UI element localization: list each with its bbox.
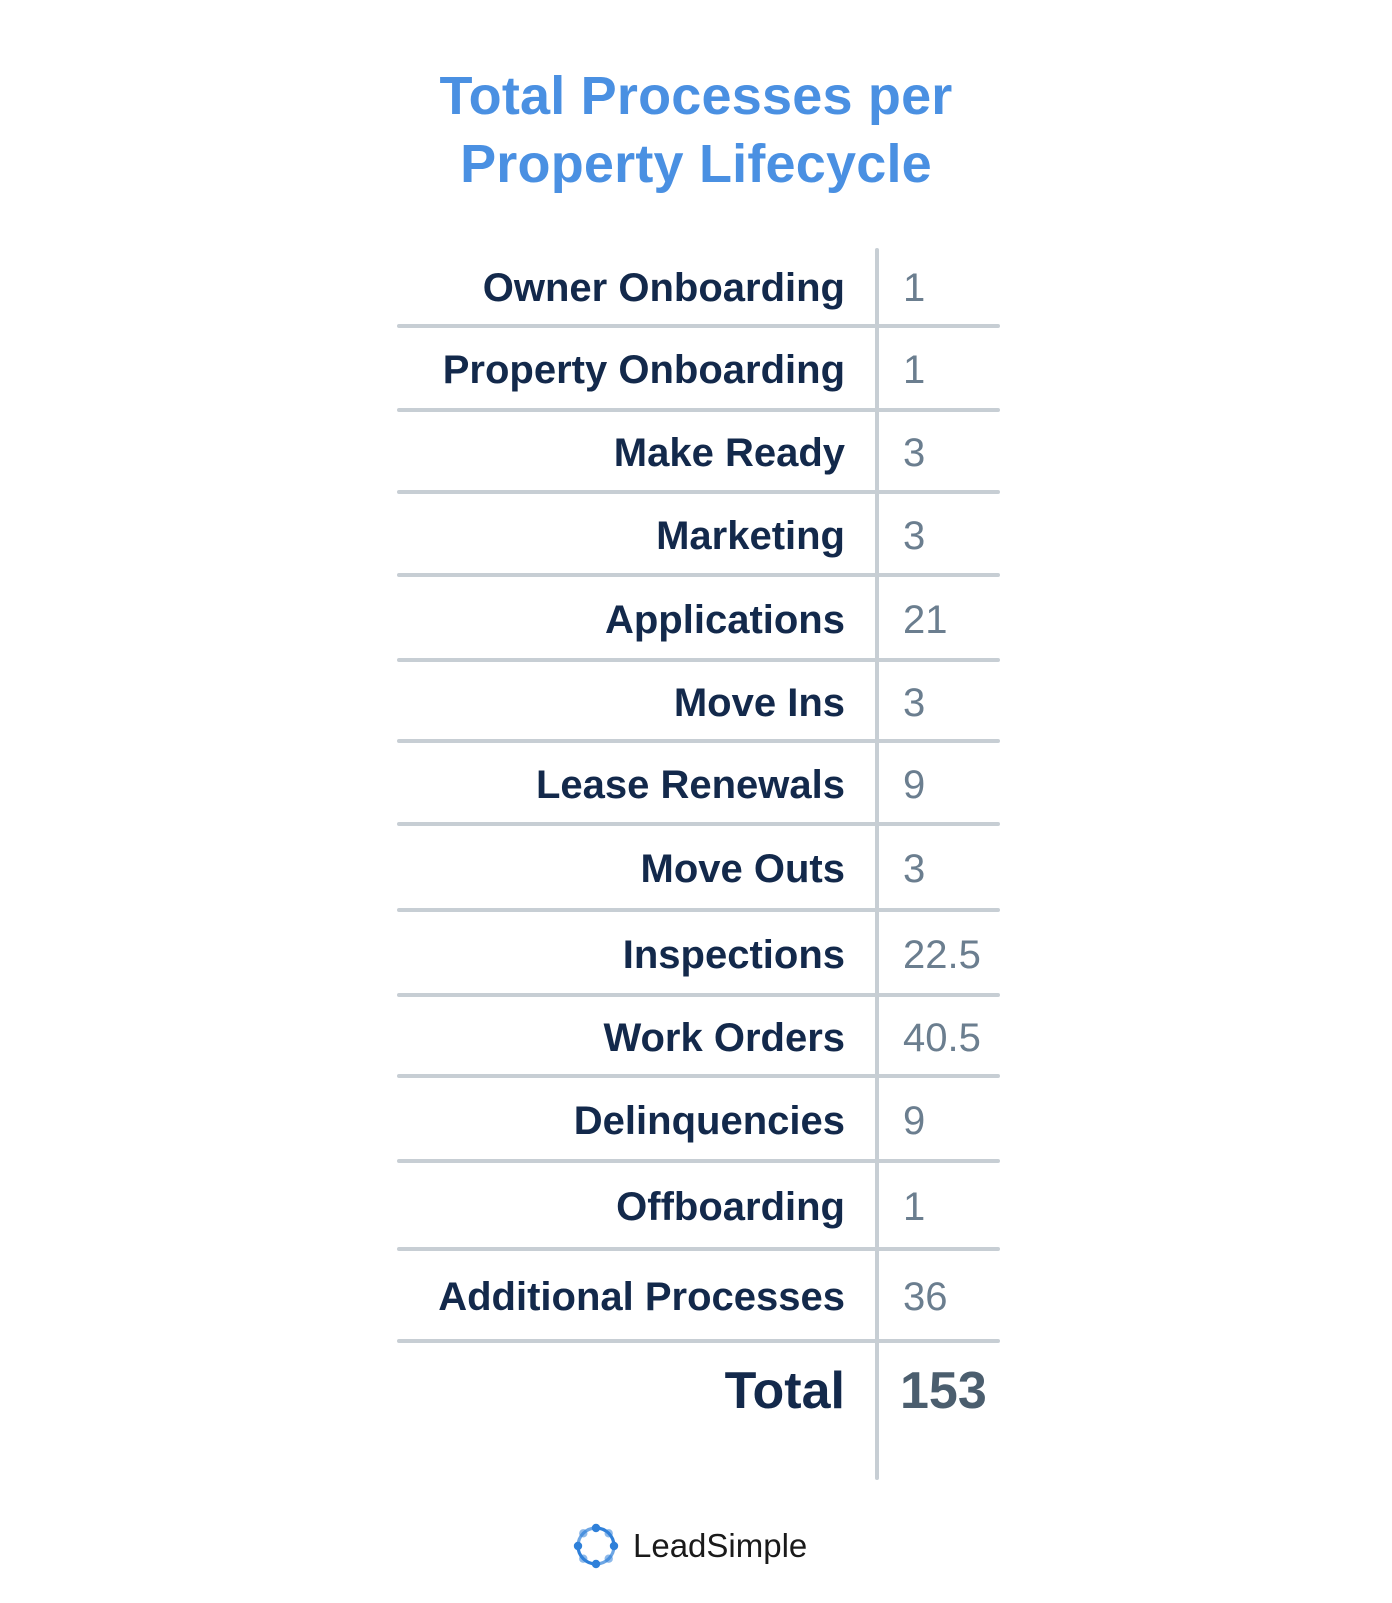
table-row: Inspections 22.5 <box>397 912 1000 997</box>
row-label: Move Ins <box>673 680 845 725</box>
row-value: 3 <box>903 847 926 891</box>
row-separator <box>397 324 1000 328</box>
footer-brand: LeadSimple <box>573 1521 807 1571</box>
row-separator <box>397 1074 1000 1078</box>
process-table: Owner Onboarding 1 Property Onboarding 1 Mak… <box>397 248 1000 1480</box>
row-separator <box>397 739 1000 743</box>
total-row: Total 153 <box>397 1343 1000 1438</box>
row-label: Make Ready <box>613 431 845 475</box>
row-label: Inspections <box>622 932 845 977</box>
row-separator <box>397 1247 1000 1251</box>
table-row: Marketing 3 <box>397 494 1000 577</box>
row-value: 1 <box>903 1185 926 1229</box>
row-label: Applications <box>604 597 845 642</box>
row-value: 9 <box>903 1098 926 1143</box>
table-row: Move Outs 3 <box>397 826 1000 912</box>
table-row: Owner Onboarding 1 <box>397 248 1000 328</box>
row-label: Marketing <box>656 513 845 558</box>
chart-title-line-2: Property Lifecycle <box>460 134 932 194</box>
row-separator <box>397 1159 1000 1163</box>
table-row: Delinquencies 9 <box>397 1078 1000 1163</box>
brand-name: LeadSimple <box>633 1527 808 1564</box>
row-label: Offboarding <box>616 1185 845 1229</box>
row-value: 1 <box>903 266 926 310</box>
row-value: 22.5 <box>903 932 981 977</box>
total-label: Total <box>724 1361 845 1420</box>
table-row: Lease Renewals 9 <box>397 743 1000 826</box>
row-value: 40.5 <box>903 1015 981 1060</box>
row-value: 21 <box>903 597 948 642</box>
table-row: Additional Processes 36 <box>397 1251 1000 1343</box>
row-label: Property Onboarding <box>442 348 845 392</box>
table-row: Offboarding 1 <box>397 1163 1000 1251</box>
row-separator <box>397 573 1000 577</box>
row-label: Owner Onboarding <box>482 266 845 310</box>
row-value: 3 <box>903 431 926 475</box>
row-label: Lease Renewals <box>535 762 845 807</box>
row-separator <box>397 490 1000 494</box>
total-value: 153 <box>900 1361 987 1420</box>
row-separator <box>397 408 1000 412</box>
row-label: Delinquencies <box>573 1098 845 1143</box>
row-value: 9 <box>903 762 926 807</box>
table-row: Make Ready 3 <box>397 412 1000 494</box>
row-value: 36 <box>903 1275 948 1319</box>
row-value: 3 <box>903 513 926 558</box>
chart-title-line-1: Total Processes per <box>439 66 953 126</box>
column-divider <box>875 248 879 1480</box>
row-separator <box>397 908 1000 912</box>
row-separator <box>397 993 1000 997</box>
row-separator <box>397 658 1000 662</box>
table-row: Applications 21 <box>397 577 1000 662</box>
row-label: Additional Processes <box>438 1275 845 1319</box>
row-separator <box>397 822 1000 826</box>
table-row: Property Onboarding 1 <box>397 328 1000 412</box>
row-separator <box>397 1339 1000 1343</box>
table-row: Work Orders 40.5 <box>397 997 1000 1078</box>
row-value: 3 <box>903 680 926 725</box>
row-value: 1 <box>903 348 926 392</box>
chart-title: Total Processes per Property Lifecycle <box>0 62 1392 198</box>
row-label: Move Outs <box>640 847 845 891</box>
table-row: Move Ins 3 <box>397 662 1000 743</box>
row-label: Work Orders <box>603 1015 845 1060</box>
leadsimple-logo-icon <box>573 1523 619 1569</box>
